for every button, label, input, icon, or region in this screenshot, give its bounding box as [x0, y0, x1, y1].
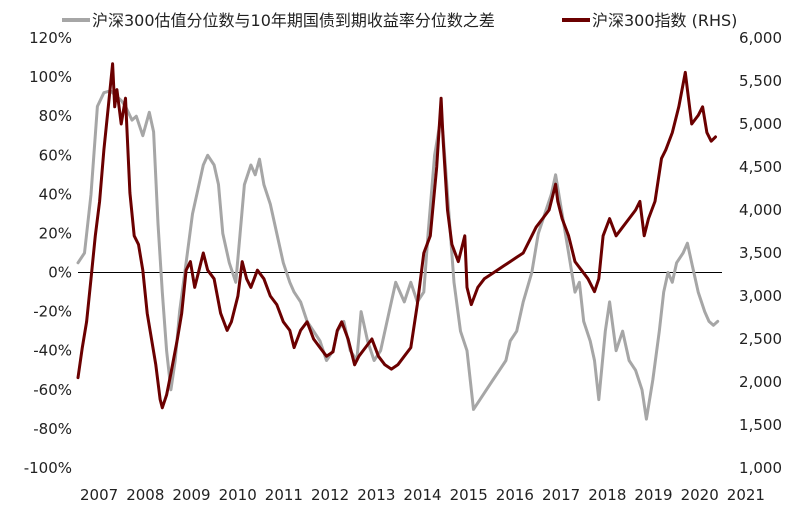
left-tick-label: -40%	[33, 342, 72, 360]
right-tick-label: 4,500	[739, 158, 782, 176]
x-tick-label: 2014	[403, 486, 441, 504]
x-tick-label: 2012	[311, 486, 349, 504]
x-tick-label: 2018	[588, 486, 626, 504]
x-tick-label: 2019	[634, 486, 672, 504]
chart-legend: 沪深300估值分位数与10年期国债到期收益率分位数之差 沪深300指数 (RHS…	[62, 11, 737, 30]
right-tick-label: 3,000	[739, 287, 782, 305]
x-tick-label: 2015	[450, 486, 488, 504]
left-tick-label: -20%	[33, 303, 72, 321]
right-tick-label: 3,500	[739, 244, 782, 262]
x-tick-label: 2007	[80, 486, 118, 504]
right-tick-label: 5,500	[739, 72, 782, 90]
right-axis: 6,000 5,500 5,000 4,500 4,000 3,500 3,000 2,500…	[739, 29, 782, 477]
left-tick-label: 80%	[39, 107, 72, 125]
left-tick-label: -100%	[24, 459, 72, 477]
series-line-valuation-spread	[76, 89, 720, 421]
series-line-csi300	[76, 62, 717, 410]
left-tick-label: -80%	[33, 420, 72, 438]
left-axis: 120% 100% 80% 60% 40% 20% 0% -20% -40% -60% -80% -1…	[24, 29, 72, 477]
left-tick-label: 0%	[48, 264, 72, 282]
x-tick-label: 2016	[496, 486, 534, 504]
x-tick-label: 2021	[727, 486, 765, 504]
left-tick-label: 100%	[29, 68, 72, 86]
left-tick-label: 60%	[39, 146, 72, 164]
x-tick-label: 2017	[542, 486, 580, 504]
x-tick-label: 2020	[681, 486, 719, 504]
right-tick-label: 1,000	[739, 459, 782, 477]
left-tick-label: 20%	[39, 224, 72, 242]
x-tick-label: 2013	[357, 486, 395, 504]
right-tick-label: 2,500	[739, 330, 782, 348]
left-tick-label: 40%	[39, 185, 72, 203]
right-tick-label: 2,000	[739, 373, 782, 391]
legend-label-valuation-spread: 沪深300估值分位数与10年期国债到期收益率分位数之差	[92, 11, 495, 30]
left-tick-label: 120%	[29, 29, 72, 47]
right-tick-label: 1,500	[739, 416, 782, 434]
right-tick-label: 4,000	[739, 201, 782, 219]
legend-label-csi300: 沪深300指数 (RHS)	[592, 11, 737, 30]
x-tick-label: 2008	[126, 486, 164, 504]
right-tick-label: 6,000	[739, 29, 782, 47]
x-tick-label: 2010	[219, 486, 257, 504]
right-tick-label: 5,000	[739, 115, 782, 133]
x-tick-label: 2009	[172, 486, 210, 504]
x-tick-label: 2011	[265, 486, 303, 504]
x-axis: 2007 2008 2009 2010 2011 2012 2013 2014 2015 2016…	[80, 486, 765, 504]
left-tick-label: -60%	[33, 381, 72, 399]
